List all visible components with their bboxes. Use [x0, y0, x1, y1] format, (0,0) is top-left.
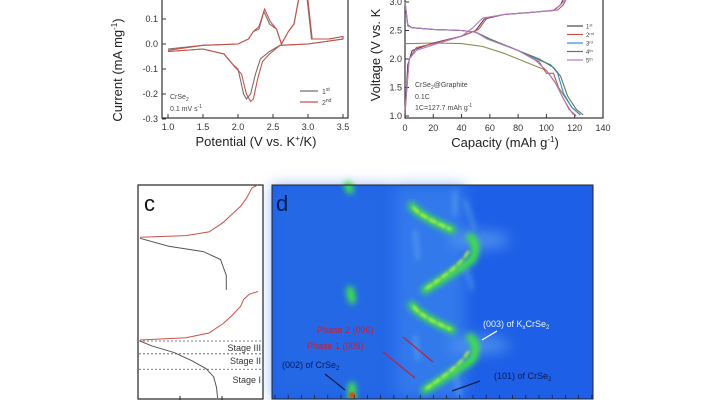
panel-a-frame — [161, 0, 349, 119]
stage-label: Stage II — [230, 356, 261, 366]
legend-sup: st — [326, 87, 331, 93]
y-tick-label: 1.5 — [389, 83, 402, 93]
y-tick-label: 0.1 — [145, 14, 158, 24]
x-tick-label: 80 — [513, 123, 523, 133]
panel-c-letter: c — [144, 191, 155, 216]
y-tick-label: 0.0 — [145, 39, 158, 49]
legend-sup: th — [589, 48, 592, 53]
panel-c-bottom-ticks — [179, 396, 223, 400]
legend-sup: th — [589, 57, 592, 62]
panel-c-voltage-profile: c Stage III Stage II Stage I — [137, 184, 264, 400]
legend-label: 5th — [586, 57, 593, 65]
panel-d-frame — [271, 184, 594, 400]
gcd-curve-2nd-discharge — [404, 1, 577, 117]
x-tick-label: 20 — [428, 123, 438, 133]
x-tick-label: 2.0 — [232, 122, 245, 132]
legend-sup: nd — [589, 31, 593, 36]
panel-a-material: CrSe2 — [170, 94, 189, 103]
gcd-curve-4th-discharge — [404, 1, 584, 116]
y-tick-label: 1.0 — [389, 111, 402, 121]
x-tick-label: 1.5 — [197, 122, 210, 132]
panel-b-rate: 0.1C — [415, 94, 430, 101]
gcd-curve-2nd-charge — [404, 0, 567, 114]
panel-c-curve-discharge-1 — [139, 340, 219, 399]
legend-label: 2nd — [586, 31, 594, 39]
arrow-002 — [324, 373, 346, 391]
label-002-crse2: (002) of CrSe2 — [282, 360, 340, 372]
x-tick-label: 0 — [402, 123, 407, 133]
x-tick-label: 1.0 — [162, 122, 175, 132]
stage-label: Stage III — [227, 343, 261, 353]
gcd-curve-5th-charge — [404, 0, 567, 111]
panel-b-ylabel: Voltage (V vs. K — [368, 8, 383, 101]
arrow-101 — [451, 380, 481, 392]
panel-c-frame — [137, 184, 264, 400]
arrow-003 — [481, 330, 498, 341]
panel-c-curve-charge-2 — [139, 184, 259, 238]
panel-a-legend: 1st 2nd — [300, 87, 332, 107]
x-tick-label: 60 — [485, 123, 495, 133]
panel-b-gcd-plot: 0 20 40 60 80 100 120 140 1.0 1.5 2.0 2.5 3.0 Voltag… — [368, 0, 610, 150]
legend-sup: rd — [589, 40, 593, 45]
x-tick-label: 140 — [595, 123, 610, 133]
annotation-arrows — [324, 330, 498, 392]
y-tick-label: -0.2 — [142, 89, 158, 99]
panel-a-ylabel: Current (mA mg-1) — [110, 18, 125, 121]
panel-a-xlabel: Potential (V vs. K+/K) — [195, 134, 316, 149]
legend-label: 1st — [586, 23, 593, 31]
legend-label: 3rd — [586, 40, 593, 48]
panel-d-insitu-xrd-heatmap: d (003) of KxCrSe2 Phase 2 (006) Phase 1… — [271, 181, 594, 400]
panel-c-curve-charge-1 — [139, 291, 259, 341]
panel-a-scan-rate: 0.1 mV s-1 — [170, 104, 202, 113]
x-tick-label: 3.5 — [337, 122, 350, 132]
panel-c-curve-discharge-2 — [139, 237, 227, 290]
legend-sup: st — [589, 23, 593, 28]
y-tick-label: -0.3 — [142, 114, 158, 124]
legend-label: 2nd — [322, 98, 332, 107]
cv-curve-2nd — [167, 0, 344, 103]
legend-sup: nd — [326, 98, 332, 104]
y-tick-label: -0.1 — [142, 64, 158, 74]
x-tick-label: 3.0 — [302, 122, 315, 132]
gcd-curve-3rd-discharge — [404, 1, 581, 116]
label-003-kxcrse2: (003) of KxCrSe2 — [483, 319, 550, 331]
x-tick-label: 2.5 — [267, 122, 280, 132]
panel-d-letter: d — [276, 191, 288, 216]
y-tick-label: 3.0 — [389, 0, 402, 7]
heatmap-peaks — [344, 181, 480, 400]
x-tick-label: 40 — [457, 123, 467, 133]
legend-label: 1st — [322, 87, 330, 96]
gcd-curve-5th-discharge — [404, 1, 574, 116]
gcd-curve-1st-discharge — [405, 42, 581, 116]
panel-a-cv-plot: 1.01.52.02.53.03.5-0.3-0.2-0.10.00.10.2 … — [110, 0, 349, 149]
stage-label: Stage I — [232, 375, 261, 385]
arrow-phase-2 — [402, 336, 434, 363]
x-tick-label: 100 — [539, 123, 554, 133]
panel-d-ticks — [274, 395, 593, 399]
label-phase-1: Phase 1 (009) — [307, 341, 364, 351]
x-tick-label: 120 — [567, 123, 582, 133]
panel-b-xlabel: Capacity (mAh g-1) — [451, 135, 559, 150]
legend-label: 4th — [586, 48, 593, 56]
arrow-phase-1 — [382, 351, 416, 379]
panel-b-material: CrSe2@Graphite — [415, 82, 468, 91]
y-tick-label: 2.5 — [389, 26, 402, 36]
label-phase-2: Phase 2 (006) — [317, 325, 374, 335]
panel-b-c-definition: 1C=127.7 mAh g-1 — [415, 103, 472, 112]
y-tick-label: 2.0 — [389, 54, 402, 64]
panel-b-frame — [404, 0, 604, 119]
heatmap-haze — [272, 185, 510, 399]
label-101-crse2: (101) of CrSe2 — [494, 371, 552, 383]
